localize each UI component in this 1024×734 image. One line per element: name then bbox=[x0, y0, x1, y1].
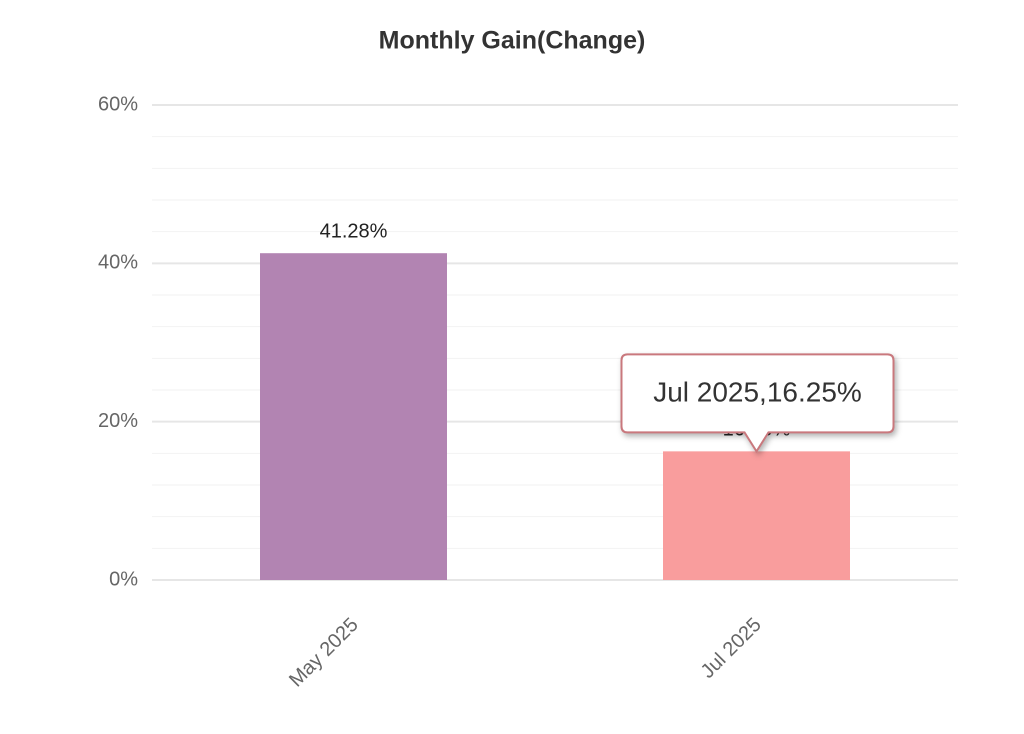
chart-title: Monthly Gain(Change) bbox=[379, 27, 646, 55]
x-tick-label: Jul 2025 bbox=[697, 614, 766, 683]
bar bbox=[663, 451, 850, 580]
y-tick-label: 20% bbox=[98, 410, 138, 432]
tooltip: Jul 2025,16.25% bbox=[620, 353, 895, 454]
y-tick-label: 40% bbox=[98, 252, 138, 274]
tooltip-box bbox=[620, 353, 895, 454]
x-tick-label: May 2025 bbox=[285, 614, 363, 692]
tooltip-text: Jul 2025,16.25% bbox=[653, 377, 862, 408]
value-label: 41.28% bbox=[320, 220, 388, 242]
y-tick-label: 0% bbox=[109, 568, 138, 590]
bar bbox=[260, 253, 447, 580]
y-tick-label: 60% bbox=[98, 93, 138, 115]
